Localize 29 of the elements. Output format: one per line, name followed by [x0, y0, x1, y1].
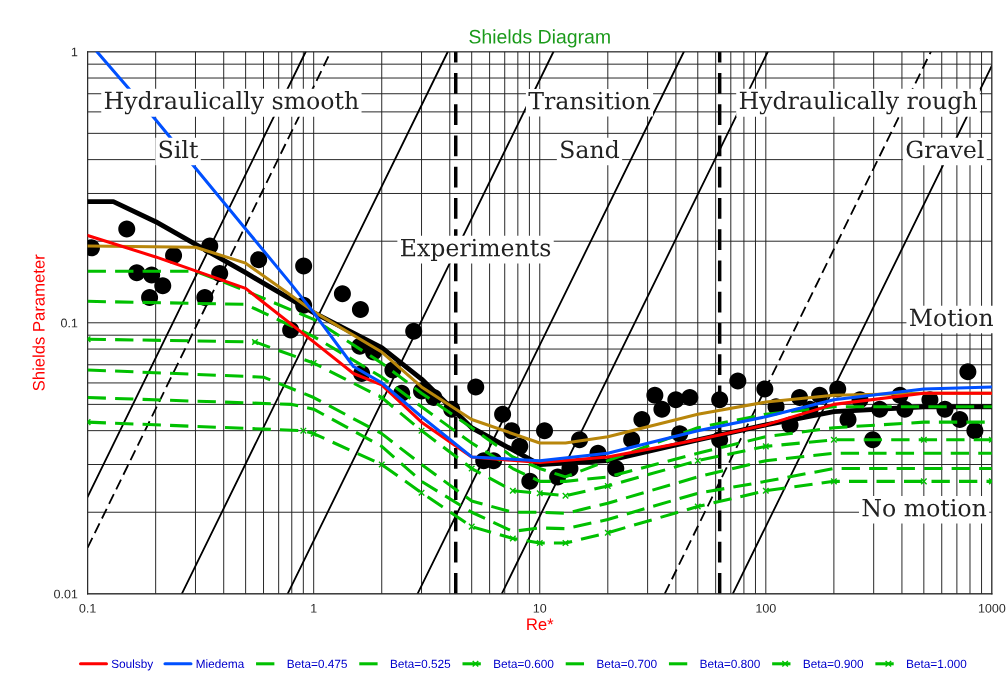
x-tick-label: 10 [533, 603, 547, 613]
annotation: Gravel [906, 140, 984, 159]
annotation: Silt [159, 140, 199, 159]
y-axis-title: Shields Parameter [32, 254, 45, 391]
annotation: Transition [528, 91, 651, 110]
annotation: No motion [862, 498, 987, 517]
annotation: Hydraulically rough [739, 91, 977, 115]
legend-label: Beta=0.475 [287, 659, 347, 669]
annotation: Motion [909, 308, 993, 327]
legend-label: Beta=0.700 [597, 659, 657, 669]
legend-label: Beta=0.600 [494, 659, 554, 669]
y-tick-label: 0.1 [61, 318, 78, 328]
y-tick-label: 1 [71, 47, 78, 57]
x-tick-label: 1000 [978, 603, 1006, 613]
x-tick-label: 1 [311, 604, 317, 613]
y-tick-label: 0.01 [54, 589, 78, 599]
annotation: Hydraulically smooth [104, 91, 359, 115]
legend-label: Beta=1.000 [907, 659, 967, 669]
legend-label: Beta=0.800 [700, 659, 760, 669]
annotation: Sand [561, 140, 620, 159]
legend-label: Beta=0.525 [390, 659, 451, 669]
legend-label: Miedema [196, 659, 245, 669]
legend-label: Beta=0.900 [803, 659, 864, 669]
x-axis-title: Re* [527, 618, 554, 631]
x-tick-label: 100 [756, 603, 776, 613]
x-tick-label: 0.1 [79, 603, 96, 613]
chart-title: Shields Diagram [469, 29, 610, 48]
annotation: Experiments [401, 238, 551, 262]
legend-label: Soulsby [111, 659, 154, 671]
